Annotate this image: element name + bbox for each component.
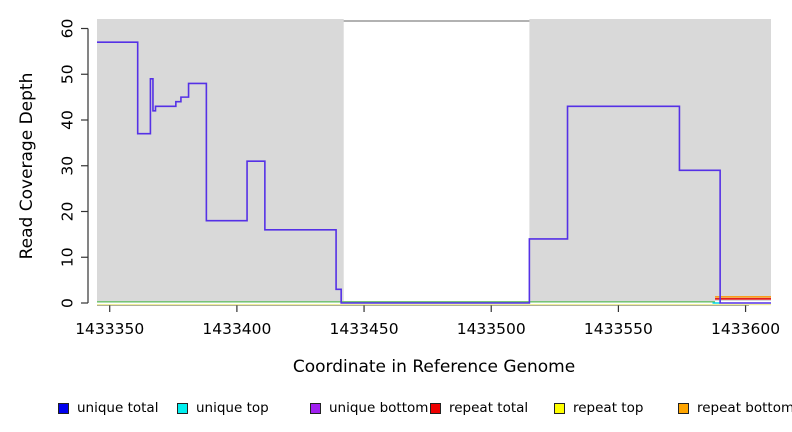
y-tick-label: 20 (59, 202, 77, 222)
legend-label-unique-bottom: unique bottom (329, 400, 429, 416)
legend-label-repeat-bottom: repeat bottom (697, 400, 792, 416)
legend-item-unique-total: unique total (58, 400, 158, 416)
legend-item-repeat-bottom: repeat bottom (678, 400, 792, 416)
x-tick-label: 1433600 (711, 320, 780, 338)
legend: unique total unique top unique bottom repea… (0, 398, 792, 422)
y-tick-label: 0 (59, 298, 77, 308)
legend-swatch-repeat-total (430, 402, 441, 414)
y-tick-label: 40 (59, 110, 77, 130)
shaded-region (529, 19, 771, 301)
y-tick-label: 60 (59, 19, 77, 39)
x-tick-label: 1433400 (202, 320, 271, 338)
legend-swatch-repeat-top (554, 402, 565, 414)
legend-swatch-unique-total (58, 402, 69, 414)
x-tick-label: 1433500 (457, 320, 526, 338)
legend-item-unique-top: unique top (177, 400, 269, 416)
legend-label-unique-total: unique total (77, 400, 159, 416)
x-axis-title: Coordinate in Reference Genome (292, 357, 576, 377)
shaded-region (97, 19, 344, 301)
legend-swatch-unique-top (177, 402, 188, 414)
legend-label-repeat-top: repeat top (573, 400, 644, 416)
x-tick-label: 1433350 (75, 320, 144, 338)
y-tick-label: 50 (59, 64, 77, 84)
y-axis-title: Read Coverage Depth (17, 72, 37, 260)
unique-coverage-step-line (97, 41, 771, 304)
y-tick-label: 10 (59, 247, 77, 267)
legend-label-repeat-total: repeat total (449, 400, 529, 416)
y-tick-label: 30 (59, 156, 77, 176)
legend-swatch-unique-bottom (310, 402, 321, 414)
x-tick-label: 1433450 (330, 320, 399, 338)
legend-item-repeat-top: repeat top (554, 400, 643, 416)
legend-item-unique-bottom: unique bottom (310, 400, 428, 416)
legend-item-repeat-total: repeat total (430, 400, 528, 416)
x-tick-label: 1433550 (584, 320, 653, 338)
legend-label-unique-top: unique top (196, 400, 269, 416)
legend-swatch-repeat-bottom (678, 402, 689, 414)
